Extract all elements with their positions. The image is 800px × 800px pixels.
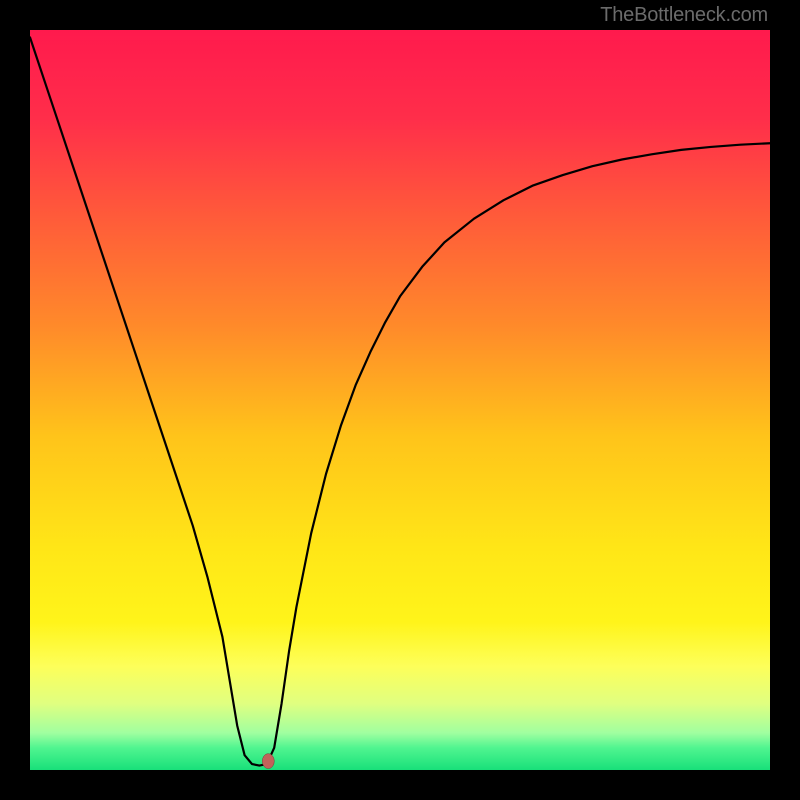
chart-container: TheBottleneck.com <box>0 0 800 800</box>
bottleneck-chart <box>0 0 800 800</box>
plot-background <box>30 30 770 770</box>
watermark-text: TheBottleneck.com <box>600 4 768 27</box>
optimum-marker <box>262 754 274 769</box>
